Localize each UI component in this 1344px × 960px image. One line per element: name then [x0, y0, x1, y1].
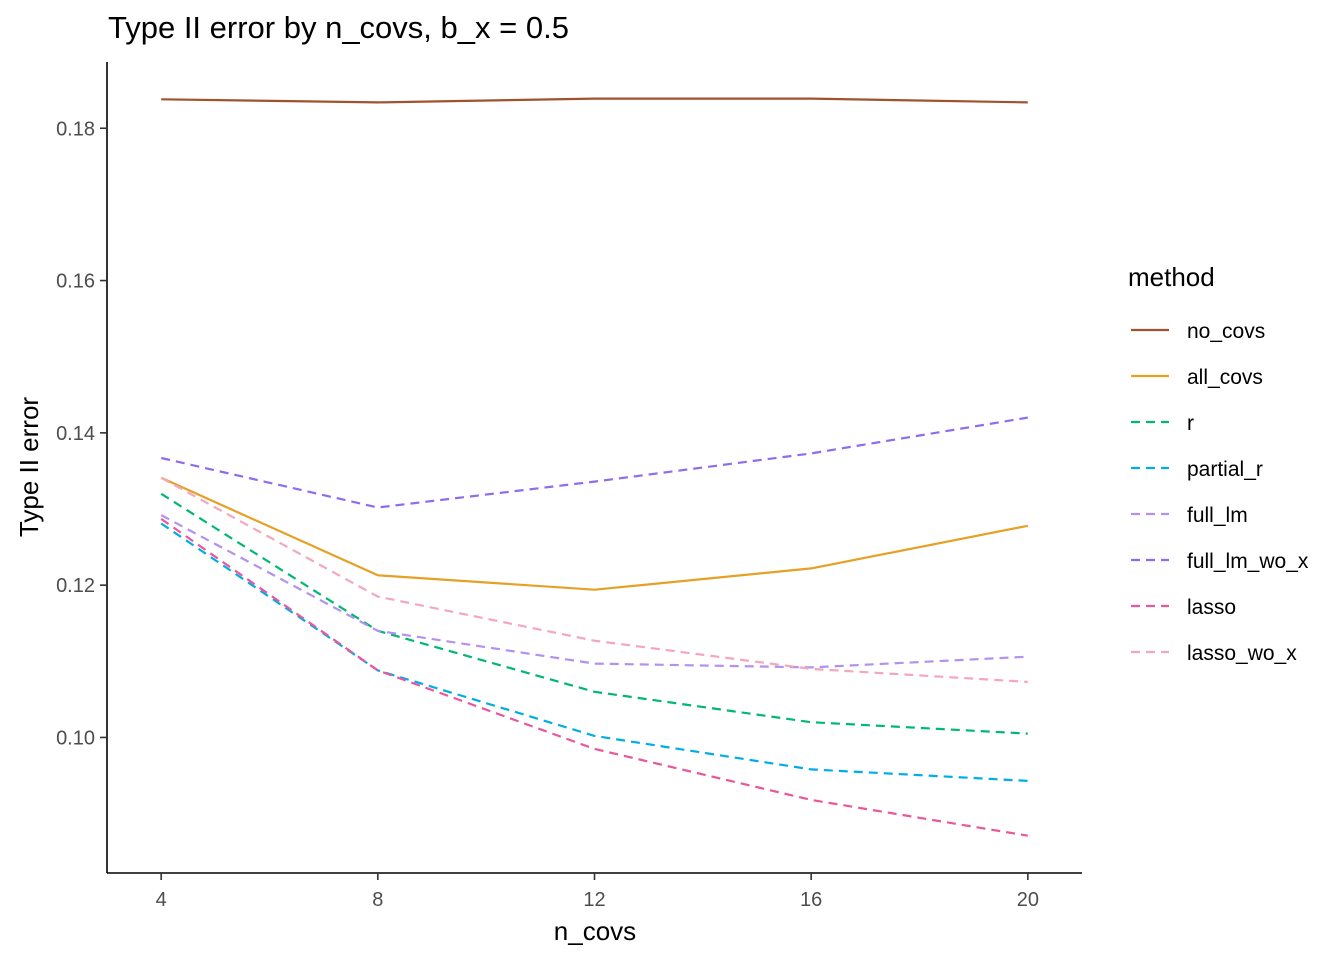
y-tick-label: 0.16	[56, 271, 95, 293]
y-ticks: 0.10 0.12 0.14 0.16 0.18	[56, 118, 107, 749]
legend-label: r	[1187, 412, 1194, 435]
series-line-lasso	[160, 517, 1028, 837]
x-ticks: 4 8 12 16 20	[156, 873, 1039, 911]
x-tick-label: 12	[583, 889, 605, 911]
legend-label: full_lm_wo_x	[1187, 550, 1309, 573]
legend-label: lasso_wo_x	[1187, 642, 1297, 665]
series-line-full-lm-wo-x	[160, 416, 1028, 509]
legend-label: all_covs	[1187, 366, 1263, 389]
series-line-no-covs	[161, 97, 1028, 104]
data-lines	[160, 97, 1029, 837]
series-line-all-covs	[160, 476, 1029, 591]
x-tick-label: 4	[156, 889, 167, 911]
x-tick-label: 8	[372, 889, 383, 911]
legend-label: partial_r	[1187, 458, 1263, 481]
legend-label: full_lm	[1187, 504, 1248, 527]
x-axis-label: n_covs	[554, 916, 636, 946]
y-tick-label: 0.12	[56, 575, 95, 597]
series-line-r	[160, 492, 1028, 735]
x-tick-label: 16	[800, 889, 822, 911]
legend-label: lasso	[1187, 596, 1236, 619]
series-line-partial-r	[160, 522, 1028, 782]
series-line-lasso-wo-x	[160, 476, 1028, 683]
x-tick-label: 20	[1017, 889, 1039, 911]
y-tick-label: 0.10	[56, 727, 95, 749]
legend-title: method	[1128, 262, 1215, 292]
y-tick-label: 0.14	[56, 423, 95, 445]
series-line-full-lm	[160, 514, 1028, 669]
y-axis-label: Type II error	[14, 397, 44, 537]
y-tick-label: 0.18	[56, 118, 95, 140]
chart-title: Type II error by n_covs, b_x = 0.5	[108, 10, 569, 45]
legend-label: no_covs	[1187, 320, 1265, 343]
